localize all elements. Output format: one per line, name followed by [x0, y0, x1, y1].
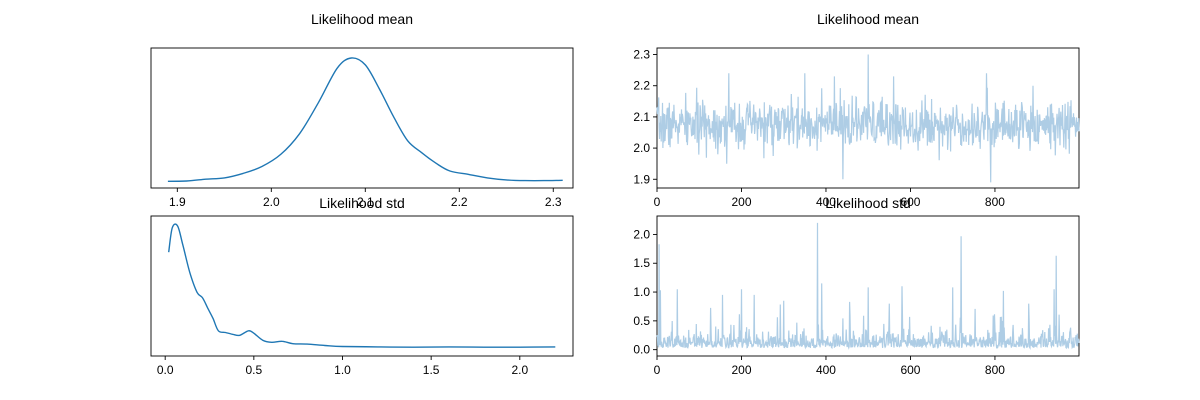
y-tick-label: 2.0 [633, 227, 650, 241]
x-tick-label: 2.3 [545, 195, 562, 209]
axes-frame [150, 215, 574, 357]
x-tick-label: 2.0 [511, 363, 528, 377]
x-tick-label: 200 [731, 363, 751, 377]
y-tick-label: 1.5 [633, 256, 650, 270]
axes-frame [656, 47, 1080, 189]
trace-line [656, 222, 1080, 350]
x-tick-label: 1.5 [423, 363, 440, 377]
x-tick-label: 2.1 [357, 195, 374, 209]
panel-std-trace: Likelihood std 0 200 400 600 800 0.0 0.5 1.0 1.5… [633, 195, 1080, 377]
axes-frame [656, 215, 1080, 357]
x-tick-label: 1.9 [169, 195, 186, 209]
density-curve [167, 57, 563, 182]
x-tick-label: 0.0 [157, 363, 174, 377]
y-tick-label: 1.9 [633, 172, 650, 186]
x-tick-label: 600 [900, 195, 920, 209]
y-tick-label: 2.3 [633, 48, 650, 62]
x-tick-label: 400 [816, 363, 836, 377]
panel-std-density: Likelihood std 0.0 0.5 1.0 1.5 2.0 [150, 195, 574, 377]
trace-line [656, 54, 1080, 183]
axes-frame [150, 47, 574, 189]
x-tick-label: 1.0 [334, 363, 351, 377]
y-tick-label: 1.0 [633, 285, 650, 299]
x-tick-label: 200 [731, 195, 751, 209]
y-tick-label: 2.0 [633, 141, 650, 155]
panel-title: Likelihood mean [311, 11, 413, 27]
panel-mean-density: Likelihood mean 1.9 2.0 2.1 2.2 2.3 [150, 11, 574, 209]
panel-mean-trace: Likelihood mean 0 200 400 600 800 1.9 2.0 2.1 2.… [633, 11, 1080, 209]
panel-title: Likelihood std [319, 195, 405, 211]
x-tick-label: 0.5 [245, 363, 262, 377]
panel-title: Likelihood mean [817, 11, 919, 27]
x-tick-label: 800 [985, 363, 1005, 377]
panel-title: Likelihood std [825, 195, 911, 211]
y-tick-label: 0.0 [633, 343, 650, 357]
x-tick-label: 0 [654, 195, 661, 209]
y-tick-label: 2.1 [633, 110, 650, 124]
x-tick-label: 2.2 [451, 195, 468, 209]
y-tick-label: 0.5 [633, 314, 650, 328]
x-tick-label: 400 [816, 195, 836, 209]
x-tick-label: 2.0 [263, 195, 280, 209]
x-tick-label: 0 [654, 363, 661, 377]
y-tick-label: 2.2 [633, 79, 650, 93]
density-curve [168, 223, 556, 348]
x-tick-label: 800 [985, 195, 1005, 209]
x-tick-label: 600 [900, 363, 920, 377]
